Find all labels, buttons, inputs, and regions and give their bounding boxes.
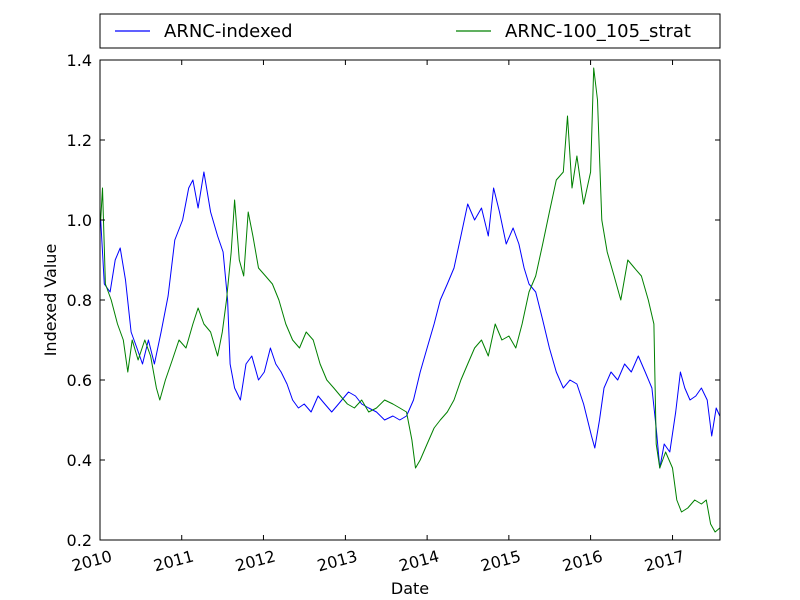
y-tick-label: 0.4 <box>67 451 92 470</box>
series-line-arnc-100-105-strat <box>100 67 721 533</box>
series-layer <box>100 67 721 533</box>
legend-label-arnc-strat: ARNC-100_105_strat <box>505 21 691 42</box>
y-tick-label: 1.4 <box>67 51 92 70</box>
legend-box <box>99 13 721 49</box>
y-tick-label: 0.8 <box>67 291 92 310</box>
x-axis-label: Date <box>391 579 429 598</box>
legend-label-arnc-indexed: ARNC-indexed <box>164 21 293 42</box>
y-axis-label: Indexed Value <box>41 244 60 357</box>
y-tick-label: 0.2 <box>67 531 92 550</box>
y-tick-label: 1.0 <box>67 211 92 230</box>
legend: ARNC-indexed ARNC-100_105_strat <box>99 13 721 49</box>
series-line-arnc-indexed <box>100 171 721 469</box>
y-tick-label: 1.2 <box>67 131 92 150</box>
y-tick-label: 0.6 <box>67 371 92 390</box>
